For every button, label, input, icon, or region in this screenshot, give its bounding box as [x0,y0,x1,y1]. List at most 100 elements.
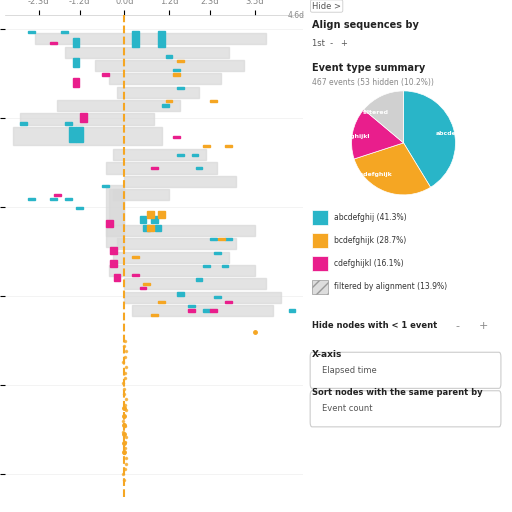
Text: 467 events (53 hidden (10.2%)): 467 events (53 hidden (10.2%)) [312,78,434,87]
Bar [158,301,165,303]
Bar [105,162,218,174]
Bar [173,136,180,138]
Bar [117,238,236,249]
Bar [289,309,295,312]
Bar [177,292,184,296]
Bar [117,87,199,98]
Bar [113,251,229,263]
FancyBboxPatch shape [312,257,328,271]
Bar [143,283,150,285]
Bar [105,225,255,236]
Bar [210,309,217,312]
Bar [162,104,168,106]
Bar [20,122,27,124]
Bar [65,198,72,200]
Bar [132,274,139,276]
Text: 1st  -   +: 1st - + [312,39,348,49]
FancyBboxPatch shape [312,233,328,248]
Text: cdefghijkl (16.1%): cdefghijkl (16.1%) [334,259,403,268]
Bar [13,127,162,144]
Bar [57,100,180,111]
Bar [188,309,195,312]
Bar [69,127,76,142]
Bar [203,309,210,312]
Text: bcdefghijk (28.7%): bcdefghijk (28.7%) [334,236,406,245]
FancyBboxPatch shape [310,391,501,427]
Bar [203,265,210,267]
Bar [110,247,117,254]
Bar [73,78,79,87]
Bar [225,301,232,303]
Bar [173,73,180,75]
Bar [210,238,217,241]
Text: X-axis: X-axis [312,350,343,359]
Bar [192,154,199,156]
Bar [203,144,210,147]
Bar [114,274,120,281]
Bar [158,31,165,47]
Bar [214,296,221,298]
Text: Event type summary: Event type summary [312,63,425,74]
Bar [124,292,281,303]
Bar [113,149,206,160]
Bar [140,287,146,289]
Bar [196,279,202,281]
Bar [140,216,146,223]
Bar [28,31,34,33]
Bar [28,198,34,200]
Bar [110,189,124,225]
Bar [132,305,273,316]
Bar [147,211,154,218]
Bar [222,265,228,267]
Bar [80,113,87,122]
Text: Hide >: Hide > [312,2,341,11]
Bar [54,194,60,196]
Bar [151,167,158,169]
Text: Elapsed time: Elapsed time [322,366,377,375]
Bar [102,73,109,75]
Bar [166,55,173,58]
FancyBboxPatch shape [312,210,328,225]
Text: abcdefghij (41.3%): abcdefghij (41.3%) [334,213,407,222]
Bar [177,87,184,89]
Bar [35,33,266,45]
Bar [177,60,184,62]
Bar [95,60,244,71]
Bar [218,238,225,241]
Text: -: - [455,321,459,331]
Text: filtered by alignment (13.9%): filtered by alignment (13.9%) [334,282,447,291]
Bar [225,238,232,241]
Bar [151,314,158,316]
Bar [65,47,229,58]
Bar [151,216,158,223]
Bar [188,305,195,307]
Bar [106,220,113,227]
Bar [158,211,165,218]
FancyBboxPatch shape [310,352,501,388]
Bar [50,42,57,45]
Bar [110,265,255,276]
Bar [124,279,266,289]
Bar [50,198,57,200]
Bar [214,251,221,254]
Bar [177,154,184,156]
Bar [132,31,139,47]
Bar [155,225,161,231]
Text: Align sequences by: Align sequences by [312,20,419,30]
Bar [105,185,124,247]
FancyBboxPatch shape [312,280,328,294]
Text: +: + [478,321,488,331]
Bar [102,185,109,187]
Bar [143,225,150,231]
Bar [196,167,202,169]
Text: Event count: Event count [322,404,373,413]
Bar [76,207,83,209]
Bar [166,100,173,102]
Bar [65,122,72,124]
Bar [73,58,79,67]
Bar [225,144,232,147]
Bar [110,73,221,84]
Bar [73,38,79,47]
Bar [124,176,236,187]
Bar [61,31,68,33]
